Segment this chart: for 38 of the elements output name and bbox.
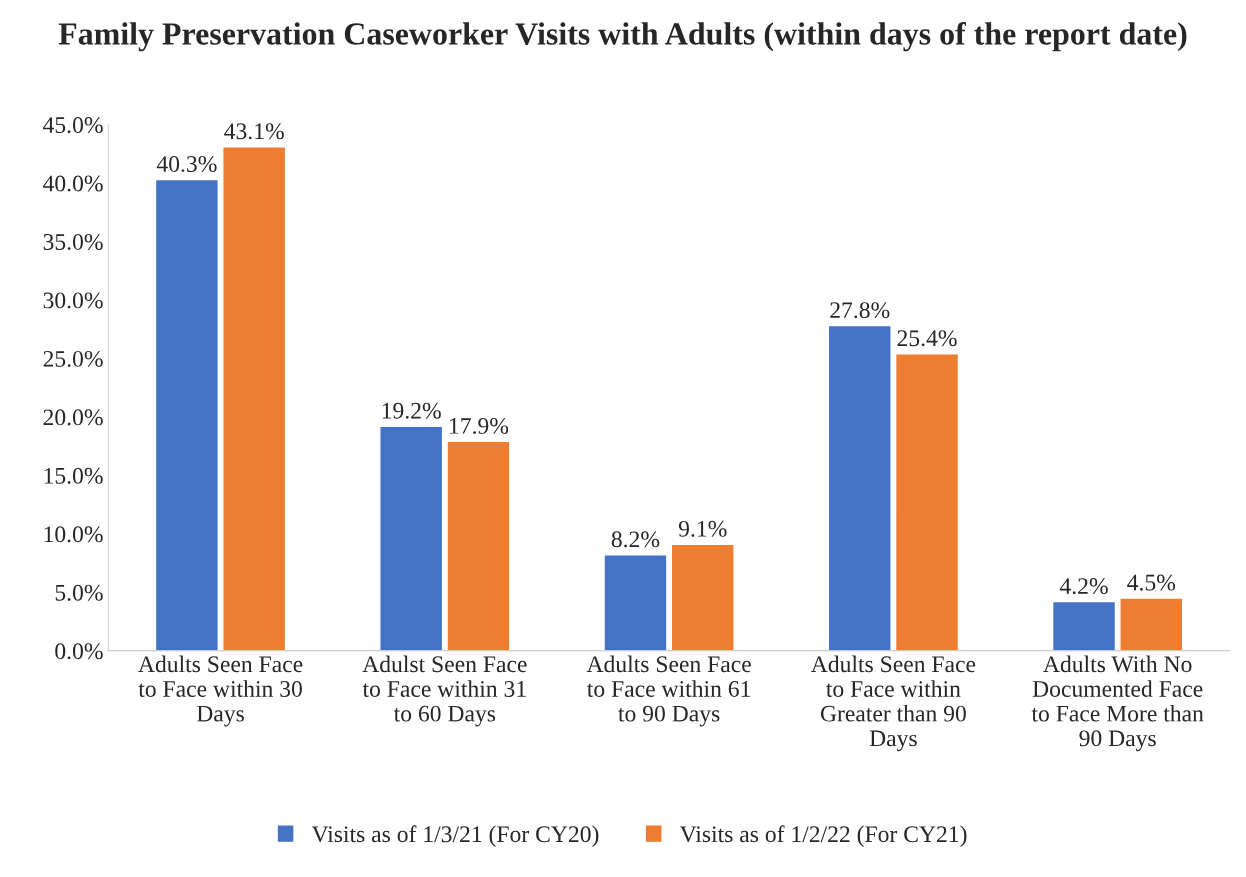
chart-title: Family Preservation Caseworker Visits with Adults (within days of the report date) [58,21,1187,52]
data-label: 40.3% [156,155,217,173]
data-label: 19.2% [382,402,441,419]
data-label: 17.9% [450,417,509,434]
y-tick-label: 35.0% [43,233,103,250]
x-tick-label: Adults With No Documented Face to Face More than 90 Days [1031,655,1204,752]
x-tick-label: Adults Seen Face to Face within 61 to 90 Days [586,655,751,727]
bar [1119,597,1184,651]
data-label: 43.1% [224,123,284,140]
bar [379,425,444,651]
x-tick-label: Adults Seen Face to Face within 30 Days [138,655,303,727]
y-tick-label: 20.0% [43,409,103,426]
y-tick-label: 15.0% [44,467,103,484]
y-tick-label: 25.0% [43,350,103,367]
data-label: 4.2% [1059,578,1108,595]
data-label: 25.4% [897,330,957,347]
data-label: 9.1% [678,520,727,537]
bar [446,440,511,651]
data-label: 8.2% [611,531,660,548]
legend-label: Visits as of 1/3/21 (For CY20) [311,825,599,847]
x-tick-label: Adulst Seen Face to Face within 31 to 60 Days [362,655,527,727]
legend-label: Visits as of 1/2/22 (For CY21) [679,825,967,847]
data-label: 27.8% [830,302,890,319]
bar [154,178,219,651]
y-tick-label: 30.0% [43,292,103,309]
bar [1051,600,1117,651]
data-label: 4.5% [1127,574,1176,591]
bar [603,554,668,651]
bar [827,324,892,651]
y-tick-label: 40.0% [43,175,103,192]
x-tick-label: Adults Seen Face to Face within Greater than 90 Days [810,655,976,752]
y-tick-label: 5.0% [55,584,103,601]
y-tick-label: 45.0% [43,117,103,134]
bar [222,146,287,651]
y-tick-label: 0.0% [55,643,103,660]
bar [894,353,960,651]
y-tick-label: 10.0% [44,526,103,543]
bar [670,543,735,651]
